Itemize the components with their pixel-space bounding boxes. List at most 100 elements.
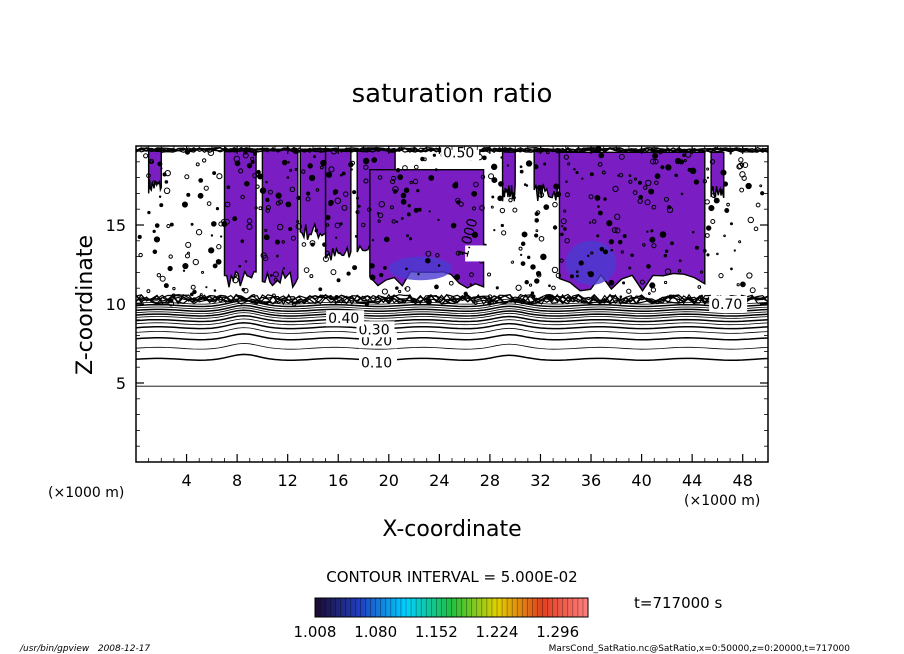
cloud-speckle-mark <box>581 177 584 180</box>
cloud-speckle-mark <box>425 257 431 264</box>
cloud-speckle-mark <box>285 201 292 208</box>
cloud-speckle-mark <box>663 280 668 285</box>
cloud-speckle-mark <box>404 287 407 290</box>
contour-label-bg <box>356 321 395 338</box>
cloud-speckle-mark <box>146 173 151 179</box>
contour-label-bg <box>441 144 480 161</box>
cloud-speckle-mark <box>395 168 401 173</box>
cloud-speckle-mark <box>333 192 337 196</box>
cloud-speckle-mark <box>528 283 533 287</box>
cloud-speckle-mark <box>564 237 570 244</box>
cloud-speckle-mark <box>687 167 692 172</box>
supersaturated-region-4 <box>299 148 327 241</box>
cloud-speckle-mark <box>665 164 672 171</box>
cloud-speckle-mark <box>363 178 369 184</box>
cloud-speckle-mark <box>319 165 324 170</box>
cloud-speckle-mark <box>628 266 632 270</box>
cloud-speckle-mark <box>377 175 383 180</box>
cloud-speckle-mark <box>711 192 717 198</box>
cloud-speckle-mark <box>322 255 329 263</box>
cloud-speckle-mark <box>350 168 353 171</box>
cloud-speckle-mark <box>471 231 479 238</box>
cloud-speckle-mark <box>158 195 162 199</box>
cloud-speckle-mark <box>417 273 420 276</box>
cloud-speckle-mark <box>705 225 712 231</box>
cloud-speckle-mark <box>628 179 633 184</box>
cloud-speckle-mark <box>724 208 730 213</box>
color-scale-tick-label: 1.152 <box>415 623 458 641</box>
cloud-speckle-mark <box>759 184 763 188</box>
cloud-speckle-mark <box>564 192 570 198</box>
x-tick-label: 4 <box>181 471 191 490</box>
cloud-speckle-mark <box>137 234 142 239</box>
cloud-speckle-mark <box>369 274 376 281</box>
cloud-speckle-mark <box>437 264 441 267</box>
cloud-speckle-mark <box>163 187 171 195</box>
cloud-speckle-mark <box>598 152 605 159</box>
cloud-speckle-mark <box>264 228 268 232</box>
cloud-speckle-mark <box>395 286 399 290</box>
cloud-speckle-mark <box>749 287 756 294</box>
cloud-speckle-mark <box>551 285 556 291</box>
cloud-speckle-mark <box>301 169 306 174</box>
high-saturation-core-2 <box>565 240 617 286</box>
cloud-speckle-mark <box>259 187 267 194</box>
cloud-speckle-mark <box>722 181 729 187</box>
cloud-speckle-mark <box>205 286 208 289</box>
cloud-speckle-mark <box>622 281 626 285</box>
cloud-speckle-mark <box>391 219 396 224</box>
cloud-speckle-mark <box>565 180 568 183</box>
cloud-speckle-mark <box>499 207 506 214</box>
cloud-speckle-mark <box>201 158 207 163</box>
cloud-speckle-mark <box>563 209 567 213</box>
x-tick-label: 28 <box>480 471 500 490</box>
cloud-speckle-mark <box>723 234 726 238</box>
cloud-speckle-mark <box>322 242 327 247</box>
cloud-speckle-mark <box>520 261 526 266</box>
supersaturated-regions <box>147 148 725 292</box>
cloud-speckle-mark <box>342 191 349 197</box>
cloud-speckle-mark <box>186 251 190 255</box>
cloud-speckle-mark <box>199 293 203 297</box>
cloud-speckle-mark <box>338 251 341 255</box>
x-tick-label: 32 <box>530 471 550 490</box>
x-tick-label: 40 <box>631 471 651 490</box>
cloud-speckle-mark <box>318 287 323 292</box>
cloud-speckle-mark <box>563 154 569 160</box>
cloud-speckle-mark <box>536 272 542 278</box>
cloud-speckle-mark <box>651 204 657 210</box>
contour-line-0.25 <box>135 327 769 334</box>
supersaturated-region-11 <box>710 151 725 200</box>
cloud-speckle-mark <box>258 206 263 211</box>
contour-label: 0.20 <box>361 333 392 349</box>
cloud-speckle-mark <box>383 236 390 243</box>
cloud-speckle-mark <box>510 260 515 264</box>
x-tick-label: 24 <box>429 471 449 490</box>
cloud-speckle-mark <box>218 221 224 227</box>
cloud-speckle-mark <box>339 173 343 177</box>
cloud-speckle-mark <box>647 292 651 295</box>
cloud-speckle-mark <box>663 253 668 258</box>
contour-line-0.35 <box>135 318 769 326</box>
cloud-speckle-mark <box>524 280 529 285</box>
cloud-speckle-mark <box>588 194 594 200</box>
cloud-speckle-mark <box>729 222 733 226</box>
cloud-speckle-mark <box>195 229 203 236</box>
cloud-speckle-mark <box>215 258 222 265</box>
cloud-speckle-mark <box>670 241 674 246</box>
cloud-speckle-mark <box>367 207 372 212</box>
cloud-speckle-mark <box>435 253 440 258</box>
cloud-speckle-mark <box>220 235 223 238</box>
cloud-speckle-mark <box>413 164 419 170</box>
contour-line-0.40 <box>135 314 769 323</box>
cloud-speckle-mark <box>190 284 196 290</box>
cloud-speckle-mark <box>535 229 539 233</box>
cloud-speckle-mark <box>626 288 632 294</box>
x-tick-label: 48 <box>733 471 753 490</box>
cloud-speckle-mark <box>560 218 567 225</box>
cloud-speckle-mark <box>434 168 438 172</box>
cloud-speckle-mark <box>425 250 432 257</box>
cloud-speckle-mark <box>334 197 342 204</box>
cloud-speckle-mark <box>560 232 564 237</box>
cloud-speckle-mark <box>308 174 316 182</box>
